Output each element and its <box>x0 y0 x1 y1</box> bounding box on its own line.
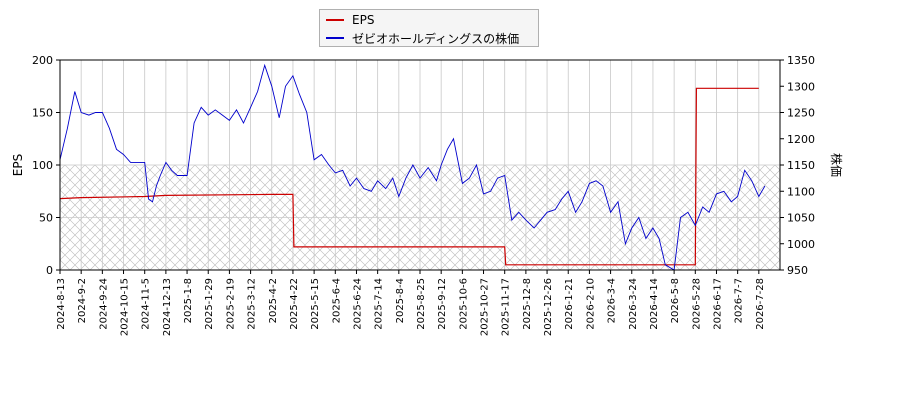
y-left-tick-label: 100 <box>32 159 53 172</box>
x-tick-label: 2026-2-10 <box>585 278 596 330</box>
x-tick-label: 2025-5-15 <box>310 278 321 330</box>
x-tick-label: 2026-3-24 <box>628 278 639 330</box>
y-left-tick-label: 200 <box>32 54 53 67</box>
legend-item-eps: EPS <box>326 12 374 28</box>
x-tick-label: 2025-9-12 <box>437 278 448 330</box>
x-tick-label: 2025-6-24 <box>352 278 363 330</box>
x-tick-label: 2025-8-25 <box>416 278 427 330</box>
y-axis-right-title: 株価 <box>829 153 844 177</box>
series-line-price <box>59 63 766 271</box>
y-right-tick-label: 1000 <box>787 238 815 251</box>
x-tick-label: 2025-3-12 <box>247 278 258 330</box>
x-tick-label: 2026-1-21 <box>564 278 575 330</box>
y-right-tick-label: 1150 <box>787 159 815 172</box>
y-right-tick-label: 950 <box>787 264 808 277</box>
legend-label-price: ゼビオホールディングスの株価 <box>352 31 520 46</box>
x-tick-label: 2026-6-17 <box>712 278 723 330</box>
y-right-tick-label: 1250 <box>787 107 815 120</box>
x-tick-label: 2025-11-17 <box>501 278 512 336</box>
legend: EPS ゼビオホールディングスの株価 <box>319 9 539 47</box>
x-tick-label: 2024-10-15 <box>120 278 131 336</box>
series-line-eps <box>59 87 759 266</box>
x-tick-label: 2025-2-19 <box>225 278 236 330</box>
x-tick-label: 2025-1-8 <box>183 278 194 323</box>
y-left-tick-label: 0 <box>46 264 53 277</box>
y-axis-left-title: EPS <box>11 154 25 176</box>
x-tick-label: 2025-8-4 <box>395 278 406 323</box>
x-tick-label: 2024-9-24 <box>98 278 109 330</box>
x-tick-label: 2025-12-8 <box>522 278 533 330</box>
x-tick-label: 2026-5-28 <box>691 278 702 330</box>
y-left-tick-label: 50 <box>39 212 53 225</box>
x-tick-label: 2024-12-13 <box>162 278 173 336</box>
x-tick-label: 2026-7-28 <box>755 278 766 330</box>
y-right-tick-label: 1050 <box>787 212 815 225</box>
legend-swatch-price <box>326 37 344 39</box>
x-tick-label: 2025-7-14 <box>374 278 385 330</box>
y-right-tick-label: 1300 <box>787 80 815 93</box>
x-tick-label: 2025-12-26 <box>543 278 554 336</box>
x-tick-label: 2024-11-5 <box>141 278 152 330</box>
y-right-tick-label: 1350 <box>787 54 815 67</box>
x-tick-label: 2026-5-8 <box>670 278 681 323</box>
y-left-tick-label: 150 <box>32 107 53 120</box>
legend-label-eps: EPS <box>352 13 375 27</box>
y-right-tick-label: 1100 <box>787 185 815 198</box>
x-tick-label: 2025-1-29 <box>204 278 215 330</box>
series-layer <box>59 63 766 271</box>
x-tick-label: 2025-4-2 <box>268 278 279 323</box>
axes: 2024-8-13 2024-9-2 2024-9-24 2024-10-15 2024… <box>32 54 815 336</box>
legend-item-price: ゼビオホールディングスの株価 <box>326 30 519 46</box>
x-tick-label: 2025-6-4 <box>331 278 342 323</box>
x-tick-label: 2025-10-27 <box>480 278 491 336</box>
legend-swatch-eps <box>326 19 344 21</box>
x-tick-label: 2026-3-4 <box>607 278 618 323</box>
y-right-tick-label: 1200 <box>787 133 815 146</box>
x-tick-label: 2026-7-7 <box>734 278 745 323</box>
x-tick-label: 2025-4-22 <box>289 278 300 330</box>
x-tick-label: 2024-9-2 <box>77 278 88 323</box>
grid <box>60 60 780 270</box>
x-tick-label: 2024-8-13 <box>56 278 67 330</box>
x-tick-label: 2025-10-6 <box>458 278 469 330</box>
x-tick-label: 2026-4-14 <box>649 278 660 330</box>
